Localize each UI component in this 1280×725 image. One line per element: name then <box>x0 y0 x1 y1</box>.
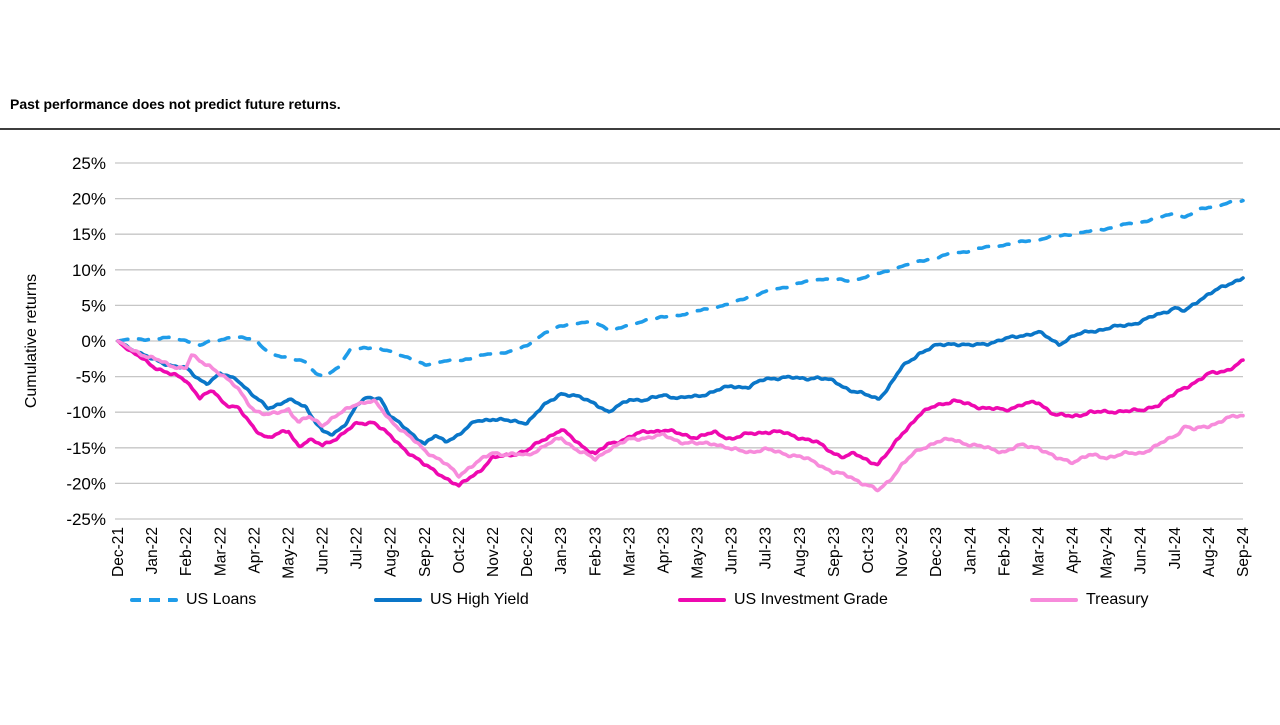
legend-label: US Investment Grade <box>734 591 888 608</box>
x-tick-label: Apr-22 <box>246 527 263 574</box>
chart-legend: US Loans US High Yield US Investment Gra… <box>112 591 1232 609</box>
x-tick-label: Dec-23 <box>928 527 945 577</box>
y-tick-label: -20% <box>66 474 106 493</box>
y-tick-label: 0% <box>81 332 106 351</box>
x-tick-label: Jun-23 <box>724 527 741 574</box>
legend-swatch-icon <box>130 598 178 602</box>
x-tick-label: Sep-22 <box>417 527 434 577</box>
x-tick-label: Dec-21 <box>110 527 127 577</box>
legend-label: US Loans <box>186 591 257 608</box>
y-tick-label: -25% <box>66 510 106 529</box>
legend-swatch-icon <box>1030 598 1078 602</box>
x-tick-label: Jul-23 <box>758 527 775 569</box>
x-tick-label: Feb-23 <box>587 527 604 576</box>
x-tick-label: Mar-23 <box>621 527 638 576</box>
legend-item-us-investment-grade: US Investment Grade <box>678 591 1012 609</box>
x-tick-label: Dec-22 <box>519 527 536 577</box>
y-tick-label: -10% <box>66 403 106 422</box>
x-tick-label: May-24 <box>1099 527 1116 579</box>
y-tick-label: 5% <box>81 296 106 315</box>
title-divider <box>0 128 1280 130</box>
x-tick-label: Nov-22 <box>485 527 502 577</box>
x-tick-label: May-22 <box>280 527 297 579</box>
y-axis-title: Cumulative returns <box>23 274 40 408</box>
y-tick-label: -5% <box>76 368 106 387</box>
x-tick-label: Jun-22 <box>315 527 332 574</box>
series-line-us-loans <box>116 198 1245 379</box>
disclaimer-text: Past performance does not predict future… <box>10 96 341 112</box>
x-tick-label: Aug-22 <box>383 527 400 577</box>
x-tick-label: Feb-24 <box>996 527 1013 576</box>
legend-swatch-icon <box>678 598 726 602</box>
x-tick-label: Nov-23 <box>894 527 911 577</box>
legend-label: Treasury <box>1086 591 1149 608</box>
x-tick-label: Aug-24 <box>1201 527 1218 577</box>
legend-swatch-icon <box>374 598 422 602</box>
x-tick-label: Apr-23 <box>655 527 672 574</box>
y-tick-label: 10% <box>72 261 106 280</box>
x-tick-label: Oct-22 <box>451 527 468 574</box>
x-tick-label: Jul-24 <box>1167 527 1184 570</box>
x-tick-label: Apr-24 <box>1065 527 1082 574</box>
y-tick-label: 20% <box>72 190 106 209</box>
x-tick-label: Jun-24 <box>1133 527 1150 575</box>
series-line-treasury <box>116 339 1245 493</box>
series-line-us-high-yield <box>116 276 1245 446</box>
y-tick-label: -15% <box>66 439 106 458</box>
x-tick-label: Oct-23 <box>860 527 877 574</box>
x-tick-label: Sep-23 <box>826 527 843 577</box>
y-tick-label: 15% <box>72 225 106 244</box>
legend-item-us-loans: US Loans <box>130 591 374 609</box>
legend-item-us-high-yield: US High Yield <box>374 591 670 609</box>
x-tick-label: Jan-22 <box>144 527 161 574</box>
x-tick-label: Mar-22 <box>212 527 229 576</box>
x-tick-label: Mar-24 <box>1030 527 1047 576</box>
x-tick-label: Aug-23 <box>792 527 809 577</box>
x-tick-label: Jan-23 <box>553 527 570 574</box>
x-tick-label: Feb-22 <box>178 527 195 576</box>
x-tick-label: May-23 <box>690 527 707 579</box>
legend-item-treasury: Treasury <box>1030 591 1232 609</box>
series-line-us-investment-grade <box>116 339 1245 488</box>
legend-label: US High Yield <box>430 591 529 608</box>
x-tick-label: Sep-24 <box>1235 527 1252 577</box>
x-tick-label: Jan-24 <box>962 527 979 575</box>
x-tick-label: Jul-22 <box>349 527 366 569</box>
y-tick-label: 25% <box>72 154 106 173</box>
